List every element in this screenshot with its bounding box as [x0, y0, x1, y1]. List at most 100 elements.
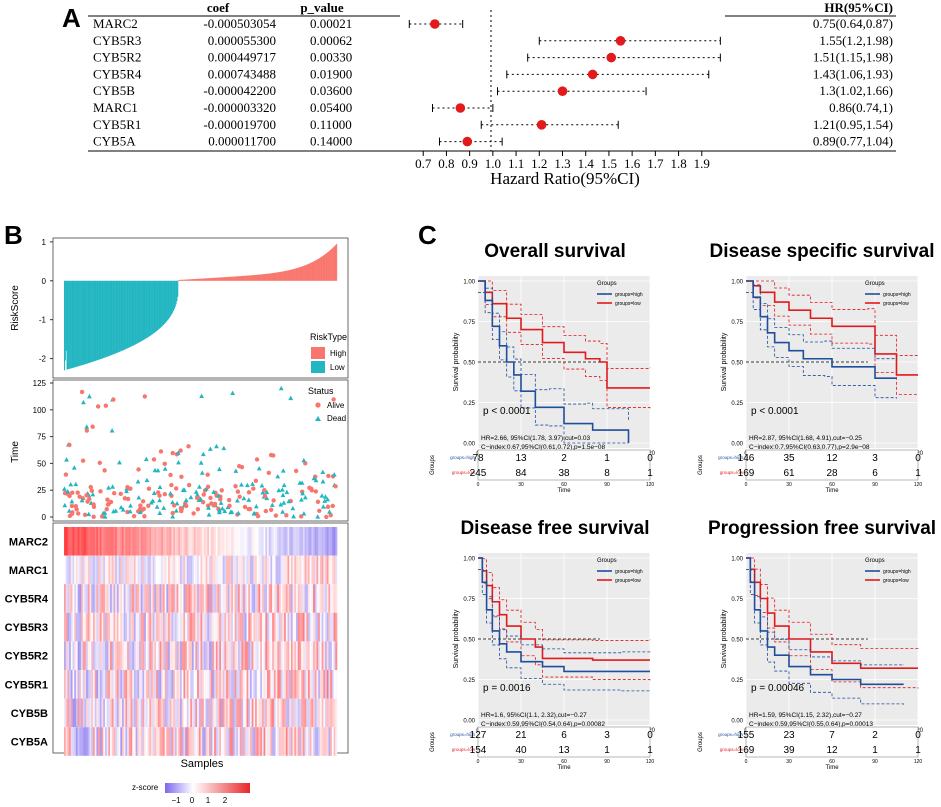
heatmap-cell [239, 584, 242, 613]
heatmap-cell [238, 584, 241, 613]
km-ci-upper-low [746, 557, 919, 650]
heatmap-cell [292, 641, 295, 670]
heatmap-cell [115, 555, 118, 585]
heatmap-cell [122, 698, 125, 728]
heatmap-cell [241, 612, 244, 642]
heatmap-cell [219, 612, 222, 642]
heatmap-cell [133, 555, 136, 585]
heatmap-cell [77, 555, 80, 585]
risk-score-bar [216, 277, 218, 281]
heatmap-cell [313, 670, 316, 699]
heatmap-cell [217, 698, 220, 728]
heatmap-cell [203, 612, 206, 642]
heatmap-cell [318, 727, 321, 756]
risk-score-bar [214, 277, 216, 281]
heatmap-cell [309, 727, 312, 756]
heatmap-cell [330, 527, 333, 556]
scatter-point-dead [239, 482, 244, 487]
km-risk-count-high: 127 [470, 730, 487, 741]
forest-p-value: 0.01900 [310, 66, 352, 81]
heatmap-cell [272, 670, 275, 699]
heatmap-cell [256, 584, 259, 613]
heatmap-cell [232, 527, 235, 556]
heatmap-cell [94, 612, 97, 642]
heatmap-cell [173, 641, 176, 670]
heatmap-cell [292, 555, 295, 585]
heatmap-cell [132, 527, 135, 556]
km-y-tick-label: 0.00 [731, 442, 743, 448]
km-table-x-tick-label: 0 [745, 482, 748, 488]
heatmap-cell [282, 641, 285, 670]
heatmap-cell [99, 670, 102, 699]
km-curve-high [478, 557, 650, 673]
heatmap-cell [130, 727, 133, 756]
risk-score-bar [222, 277, 224, 281]
heatmap-cell [249, 584, 252, 613]
heatmap-cell [98, 727, 101, 756]
heatmap-cell [316, 698, 319, 728]
risk-score-bar [321, 256, 323, 281]
scatter-point-alive [178, 506, 184, 511]
heatmap-cell [210, 698, 213, 728]
heatmap-cell [151, 698, 154, 728]
heatmap-row-label: CYB5B [11, 708, 48, 720]
scatter-point-dead [198, 460, 204, 465]
forest-p-value: 0.00330 [310, 50, 352, 65]
risk-score-bar [135, 280, 137, 344]
heatmap-cell [224, 670, 227, 699]
heatmap-cell [147, 641, 150, 670]
scatter-point-dead [315, 514, 321, 519]
km-legend-title: Groups [597, 558, 617, 564]
scatter-point-dead [297, 480, 303, 485]
risk-score-bar [143, 280, 145, 340]
heatmap-cell [77, 641, 80, 670]
heatmap-cell [227, 698, 230, 728]
heatmap-cell [301, 612, 304, 642]
heatmap-cell [133, 727, 136, 756]
heatmap-cell [268, 641, 271, 670]
heatmap-cell [243, 727, 246, 756]
heatmap-cell [238, 527, 241, 556]
heatmap-cell [301, 555, 304, 585]
heatmap-cell [282, 612, 285, 642]
heatmap-cell [301, 727, 304, 756]
heatmap-cell [314, 527, 317, 556]
heatmap-cell [144, 555, 147, 585]
heatmap-cell [253, 555, 256, 585]
scatter-point-dead [81, 399, 86, 405]
heatmap-cell [178, 727, 181, 756]
scatter-point-alive [266, 470, 272, 476]
heatmap-cell [139, 698, 142, 728]
heatmap-cell [323, 527, 326, 556]
km-risk-row-label-low: groups=low [720, 470, 744, 475]
risk-score-bar [85, 280, 87, 365]
heatmap-cell [302, 527, 305, 556]
heatmap-cell [229, 584, 232, 613]
heatmap-cell [72, 612, 75, 642]
heatmap-cell [224, 727, 227, 756]
heatmap-cell [330, 670, 333, 699]
heatmap-cell [171, 527, 174, 556]
heatmap-cell [190, 698, 193, 728]
scatter-point-alive [191, 511, 196, 516]
heatmap-cell [304, 727, 307, 756]
heatmap-cell [331, 698, 334, 728]
heatmap-cell [186, 641, 189, 670]
heatmap-cell [135, 584, 138, 613]
heatmap-cell [227, 727, 230, 756]
heatmap-cell [154, 584, 157, 613]
risk-score-bar [163, 280, 165, 325]
heatmap-cell [89, 670, 92, 699]
heatmap-cell [64, 555, 67, 585]
heatmap-row [64, 527, 338, 556]
heatmap-cell [227, 612, 230, 642]
heatmap-cell [110, 555, 113, 585]
risk-score-bar [322, 255, 324, 281]
heatmap-cell [210, 641, 213, 670]
risk-score-bar [80, 280, 82, 366]
scatter-point-alive [331, 397, 336, 402]
km-risk-table [745, 449, 919, 481]
risk-score-bar [187, 279, 189, 281]
heatmap-cell [217, 527, 220, 556]
heatmap-cell [157, 555, 160, 585]
